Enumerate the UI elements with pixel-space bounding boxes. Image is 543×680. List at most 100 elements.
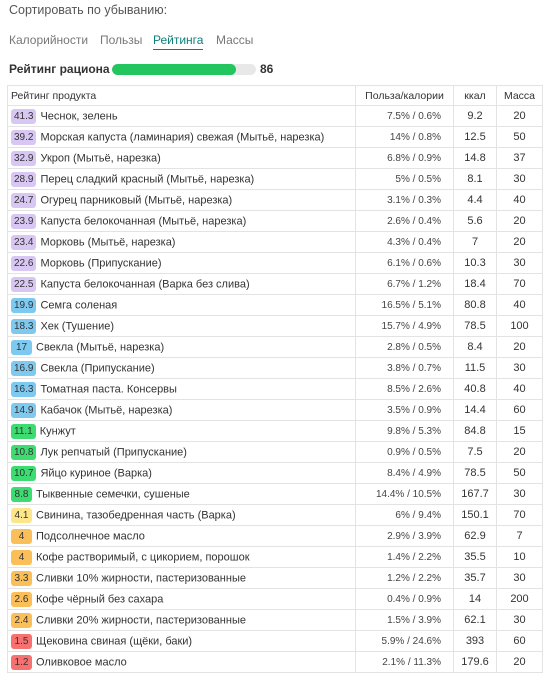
table-row[interactable]: 24.7 Огурец парниковый (Мытьё, нарезка) 3.…	[7, 189, 543, 211]
mass-cell[interactable]: 20	[496, 651, 543, 673]
product-cell: 4 Кофе растворимый, с цикорием, порошок	[7, 546, 356, 568]
table-row[interactable]: 4.1 Свинина, тазобедренная часть (Варка) 6…	[7, 504, 543, 526]
table-row[interactable]: 8.8 Тыквенные семечки, сушеные 14.4% / 10.…	[7, 483, 543, 505]
table-row[interactable]: 22.6 Морковь (Припускание) 6.1% / 0.6% 10.3…	[7, 252, 543, 274]
table-row[interactable]: 16.3 Томатная паста. Консервы 8.5% / 2.6% 4…	[7, 378, 543, 400]
product-name[interactable]: Сливки 10% жирности, пастеризованные	[36, 571, 246, 584]
product-name[interactable]: Подсолнечное масло	[36, 529, 145, 542]
product-name[interactable]: Сливки 20% жирности, пастеризованные	[36, 613, 246, 626]
product-name[interactable]: Капуста белокочанная (Мытьё, нарезка)	[40, 214, 247, 227]
mass-cell[interactable]: 20	[496, 336, 543, 358]
header-ratio[interactable]: Польза/калории	[355, 85, 454, 106]
table-row[interactable]: 2.4 Сливки 20% жирности, пастеризованные 1…	[7, 609, 543, 631]
ratio-cell: 1.4% / 2.2%	[355, 546, 454, 568]
mass-cell[interactable]: 50	[496, 462, 543, 484]
header-mass[interactable]: Масса	[496, 85, 543, 106]
table-row[interactable]: 3.3 Сливки 10% жирности, пастеризованные 1…	[7, 567, 543, 589]
product-name[interactable]: Капуста белокочанная (Варка без слива)	[40, 277, 250, 290]
tab-calories[interactable]: Калорийности	[9, 33, 89, 47]
table-row[interactable]: 18.3 Хек (Тушение) 15.7% / 4.9% 78.5 100	[7, 315, 543, 337]
product-name[interactable]: Перец сладкий красный (Мытьё, нарезка)	[40, 172, 255, 185]
mass-cell[interactable]: 7	[496, 525, 543, 547]
ratio-cell: 6.1% / 0.6%	[355, 252, 454, 274]
score-badge: 22.6	[11, 255, 37, 271]
mass-cell[interactable]: 10	[496, 546, 543, 568]
table-row[interactable]: 16.9 Свекла (Припускание) 3.8% / 0.7% 11.5 3…	[7, 357, 543, 379]
mass-cell[interactable]: 20	[496, 441, 543, 463]
kcal-cell: 40.8	[453, 378, 497, 400]
mass-cell[interactable]: 20	[496, 210, 543, 232]
table-row[interactable]: 10.8 Лук репчатый (Припускание) 0.9% / 0.5…	[7, 441, 543, 463]
header-product[interactable]: Рейтинг продукта	[7, 85, 356, 106]
table-row[interactable]: 14.9 Кабачок (Мытьё, нарезка) 3.5% / 0.9% 1…	[7, 399, 543, 421]
mass-cell[interactable]: 70	[496, 273, 543, 295]
product-name[interactable]: Кабачок (Мытьё, нарезка)	[40, 403, 173, 416]
table-row[interactable]: 22.5 Капуста белокочанная (Варка без слив…	[7, 273, 543, 295]
table-row[interactable]: 19.9 Семга соленая 16.5% / 5.1% 80.8 40	[7, 294, 543, 316]
mass-cell[interactable]: 37	[496, 147, 543, 169]
table-row[interactable]: 1.5 Щековина свиная (щёки, баки) 5.9% / 24…	[7, 630, 543, 652]
product-name[interactable]: Свекла (Припускание)	[40, 361, 155, 374]
product-name[interactable]: Кунжут	[39, 424, 76, 437]
mass-cell[interactable]: 30	[496, 609, 543, 631]
mass-cell[interactable]: 40	[496, 189, 543, 211]
mass-cell[interactable]: 100	[496, 315, 543, 337]
product-name[interactable]: Свинина, тазобедренная часть (Варка)	[36, 508, 236, 521]
table-row[interactable]: 23.9 Капуста белокочанная (Мытьё, нарезка…	[7, 210, 543, 232]
table-row[interactable]: 4 Подсолнечное масло 2.9% / 3.9% 62.9 7	[7, 525, 543, 547]
product-name[interactable]: Семга соленая	[40, 298, 118, 311]
product-name[interactable]: Чеснок, зелень	[40, 109, 118, 122]
tab-mass[interactable]: Массы	[216, 33, 254, 47]
mass-cell[interactable]: 60	[496, 399, 543, 421]
score-badge: 24.7	[11, 192, 37, 208]
mass-cell[interactable]: 70	[496, 504, 543, 526]
ratio-cell: 15.7% / 4.9%	[355, 315, 454, 337]
mass-cell[interactable]: 40	[496, 378, 543, 400]
mass-cell[interactable]: 15	[496, 420, 543, 442]
product-name[interactable]: Тыквенные семечки, сушеные	[36, 487, 190, 500]
product-name[interactable]: Укроп (Мытьё, нарезка)	[40, 151, 161, 164]
product-cell: 10.7 Яйцо куриное (Варка)	[7, 462, 356, 484]
product-name[interactable]: Свекла (Мытьё, нарезка)	[36, 340, 165, 353]
mass-cell[interactable]: 30	[496, 168, 543, 190]
product-name[interactable]: Томатная паста. Консервы	[40, 382, 177, 395]
mass-cell[interactable]: 40	[496, 294, 543, 316]
mass-cell[interactable]: 30	[496, 357, 543, 379]
table-row[interactable]: 17 Свекла (Мытьё, нарезка) 2.8% / 0.5% 8.4 2…	[7, 336, 543, 358]
product-name[interactable]: Лук репчатый (Припускание)	[40, 445, 187, 458]
product-name[interactable]: Морская капуста (ламинария) свежая (Мыть…	[40, 130, 325, 143]
table-row[interactable]: 39.2 Морская капуста (ламинария) свежая (…	[7, 126, 543, 148]
product-name[interactable]: Щековина свиная (щёки, баки)	[36, 634, 193, 647]
product-name[interactable]: Кофе растворимый, с цикорием, порошок	[36, 550, 250, 563]
kcal-cell: 10.3	[453, 252, 497, 274]
product-name[interactable]: Морковь (Мытьё, нарезка)	[40, 235, 176, 248]
mass-cell[interactable]: 60	[496, 630, 543, 652]
table-row[interactable]: 32.9 Укроп (Мытьё, нарезка) 6.8% / 0.9% 14.…	[7, 147, 543, 169]
table-row[interactable]: 1.2 Оливковое масло 2.1% / 11.3% 179.6 20	[7, 651, 543, 673]
mass-cell[interactable]: 30	[496, 567, 543, 589]
table-row[interactable]: 10.7 Яйцо куриное (Варка) 8.4% / 4.9% 78.5 5…	[7, 462, 543, 484]
product-name[interactable]: Яйцо куриное (Варка)	[40, 466, 152, 479]
diet-rating-bar	[112, 64, 256, 75]
tab-benefit[interactable]: Пользы	[100, 33, 143, 47]
mass-cell[interactable]: 20	[496, 105, 543, 127]
product-name[interactable]: Огурец парниковый (Мытьё, нарезка)	[40, 193, 233, 206]
mass-cell[interactable]: 30	[496, 252, 543, 274]
mass-cell[interactable]: 30	[496, 483, 543, 505]
product-name[interactable]: Морковь (Припускание)	[40, 256, 162, 269]
product-cell: 2.6 Кофе чёрный без сахара	[7, 588, 356, 610]
product-name[interactable]: Кофе чёрный без сахара	[36, 592, 164, 605]
table-row[interactable]: 41.3 Чеснок, зелень 7.5% / 0.6% 9.2 20	[7, 105, 543, 127]
table-row[interactable]: 11.1 Кунжут 9.8% / 5.3% 84.8 15	[7, 420, 543, 442]
product-name[interactable]: Хек (Тушение)	[40, 319, 114, 332]
mass-cell[interactable]: 20	[496, 231, 543, 253]
table-row[interactable]: 23.4 Морковь (Мытьё, нарезка) 4.3% / 0.4% 7…	[7, 231, 543, 253]
mass-cell[interactable]: 50	[496, 126, 543, 148]
table-row[interactable]: 2.6 Кофе чёрный без сахара 0.4% / 0.9% 14 20…	[7, 588, 543, 610]
table-row[interactable]: 28.9 Перец сладкий красный (Мытьё, нарезк…	[7, 168, 543, 190]
table-row[interactable]: 4 Кофе растворимый, с цикорием, порошок 1.…	[7, 546, 543, 568]
header-kcal[interactable]: ккал	[453, 85, 497, 106]
product-name[interactable]: Оливковое масло	[36, 655, 127, 668]
mass-cell[interactable]: 200	[496, 588, 543, 610]
tab-rating[interactable]: Рейтинга	[153, 33, 204, 50]
